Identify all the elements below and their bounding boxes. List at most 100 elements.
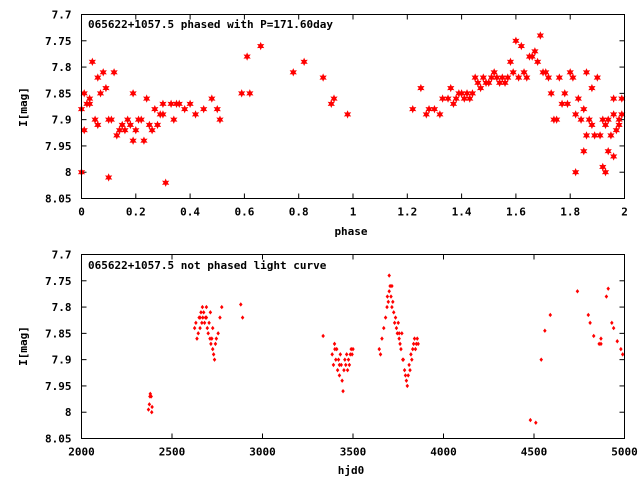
unphased-data-point xyxy=(399,346,403,352)
unphased-y-tick-label: 7.7 xyxy=(52,249,72,262)
unphased-y-tick-label: 7.75 xyxy=(45,275,72,288)
phased-data-point xyxy=(102,83,110,93)
unphased-data-point xyxy=(385,304,389,310)
unphased-data-point xyxy=(575,289,580,294)
unphased-data-point xyxy=(321,333,325,339)
unphased-data-point xyxy=(409,352,413,357)
phased-x-tick-label: 1 xyxy=(350,206,357,219)
phased-data-point xyxy=(289,68,297,77)
phased-data-point xyxy=(468,89,477,98)
phased-data-point xyxy=(487,73,496,82)
phased-data-point xyxy=(191,110,200,119)
phased-y-tick-label: 8.05 xyxy=(45,193,72,206)
unphased-data-point xyxy=(338,352,343,357)
unphased-data-point xyxy=(210,336,214,341)
phased-data-point xyxy=(610,110,618,119)
unphased-data-point xyxy=(195,336,199,341)
phased-data-point xyxy=(604,115,612,124)
unphased-data-point xyxy=(391,299,395,305)
unphased-data-point xyxy=(539,357,543,362)
phased-data-point xyxy=(547,89,555,98)
phased-data-point xyxy=(571,168,580,177)
unphased-data-point xyxy=(591,333,596,339)
unphased-data-point xyxy=(351,346,355,352)
phased-data-point xyxy=(327,99,335,109)
phased-data-point xyxy=(124,115,132,124)
phased-data-point xyxy=(580,104,588,114)
unphased-data-point xyxy=(344,352,349,357)
phased-data-point xyxy=(506,57,515,66)
unphased-data-point xyxy=(392,320,397,326)
phased-data-point xyxy=(531,47,539,56)
unphased-data-point xyxy=(407,362,411,368)
unphased-data-point xyxy=(147,402,152,407)
unphased-data-point xyxy=(337,362,342,368)
unphased-data-point xyxy=(406,373,410,378)
phased-data-point xyxy=(452,94,460,103)
phased-data-point xyxy=(517,41,525,51)
unphased-light-curve-panel: 065622+1057.5 not phased light curve hjd… xyxy=(17,249,638,478)
unphased-data-point xyxy=(397,336,401,341)
phased-data-point xyxy=(216,115,224,124)
phased-data-point xyxy=(409,104,417,114)
phased-data-point xyxy=(599,162,607,172)
phased-data-point xyxy=(571,110,580,119)
phased-data-point xyxy=(153,120,162,130)
phased-data-point xyxy=(493,73,501,82)
phased-y-tick-label: 7.95 xyxy=(45,140,72,153)
phased-x-tick-label: 0.4 xyxy=(180,206,200,219)
unphased-data-point xyxy=(413,346,418,352)
unphased-x-tick-label: 3500 xyxy=(340,446,367,459)
phased-data-point xyxy=(544,73,553,82)
unphased-data-point xyxy=(330,352,334,357)
unphased-y-axis-title: I[mag] xyxy=(17,326,30,366)
phased-y-tick-label: 8 xyxy=(65,166,72,179)
phased-y-axis-title: I[mag] xyxy=(17,87,30,127)
phased-x-tick-label: 1.2 xyxy=(397,206,417,219)
unphased-data-point xyxy=(216,331,220,336)
unphased-data-point xyxy=(220,304,224,310)
phased-x-tick-label: 0.6 xyxy=(234,206,254,219)
unphased-data-point xyxy=(240,315,245,320)
phased-data-point xyxy=(474,78,482,88)
unphased-data-point xyxy=(388,283,392,289)
phased-data-point xyxy=(167,99,175,109)
phased-data-point xyxy=(129,136,137,145)
phased-x-axis-title: phase xyxy=(334,225,367,238)
phased-data-point xyxy=(300,57,308,66)
unphased-x-tick-label: 5000 xyxy=(611,446,638,459)
phased-data-point xyxy=(588,83,596,93)
phased-data-point xyxy=(574,94,582,103)
phased-data-point xyxy=(588,120,596,130)
unphased-data-point xyxy=(588,320,592,326)
phased-data-point xyxy=(601,168,610,177)
phased-light-curve-panel: 065622+1057.5 phased with P=171.60day ph… xyxy=(17,9,628,239)
phased-data-point xyxy=(148,125,156,135)
unphased-data-point xyxy=(385,294,390,299)
phased-plot-frame xyxy=(81,14,625,199)
phased-data-point xyxy=(582,131,591,140)
phased-data-points xyxy=(77,31,626,187)
phased-x-tick-label: 1.4 xyxy=(452,206,472,219)
unphased-data-point xyxy=(403,373,408,378)
phased-data-point xyxy=(159,99,167,109)
unphased-data-point xyxy=(204,315,209,320)
phased-data-point xyxy=(143,94,151,103)
phased-x-tick-label: 0.8 xyxy=(289,206,309,219)
phased-data-point xyxy=(512,36,520,45)
unphased-y-tick-label: 7.85 xyxy=(45,327,72,340)
unphased-x-axis-title: hjd0 xyxy=(338,464,365,477)
unphased-data-point xyxy=(395,331,400,336)
phased-data-point xyxy=(436,110,444,119)
unphased-data-point xyxy=(387,289,391,294)
unphased-data-point xyxy=(198,315,202,320)
unphased-data-point xyxy=(346,357,351,362)
phased-data-point xyxy=(585,115,593,124)
phased-data-point xyxy=(569,73,577,82)
unphased-data-point xyxy=(342,367,346,373)
phased-x-tick-label: 0.2 xyxy=(126,206,146,219)
unphased-data-point xyxy=(198,325,202,331)
phased-data-point xyxy=(444,94,452,103)
phased-y-tick-label: 7.7 xyxy=(52,9,72,22)
phased-data-point xyxy=(582,68,591,77)
